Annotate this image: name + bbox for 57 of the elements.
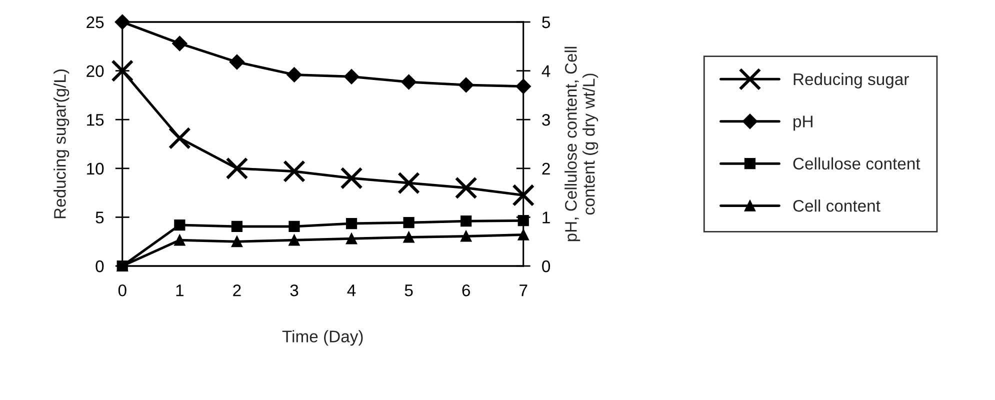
point — [398, 172, 420, 194]
y2-tick-label: 4 — [542, 65, 550, 77]
y2-tick-label: 5 — [542, 16, 550, 28]
y2-tick-label: 2 — [542, 162, 550, 174]
point — [460, 230, 472, 242]
point — [174, 219, 186, 231]
point — [346, 218, 358, 230]
y2-tick-label: 0 — [542, 260, 550, 272]
point — [231, 220, 243, 232]
x-tick-label: 5 — [404, 284, 413, 296]
point — [516, 78, 531, 94]
point — [344, 69, 360, 84]
point — [458, 77, 474, 93]
point — [226, 157, 248, 180]
legend-label: Cell content — [793, 200, 880, 212]
point — [340, 166, 363, 190]
point — [403, 232, 414, 243]
point — [282, 160, 306, 183]
x-tick-label: 0 — [118, 284, 126, 296]
point — [460, 216, 472, 227]
x-tick-label: 4 — [347, 284, 356, 296]
x-tick-label: 6 — [462, 284, 470, 296]
x-tick-label: 2 — [233, 284, 241, 296]
point — [346, 233, 358, 244]
point — [512, 184, 535, 206]
point — [172, 36, 188, 52]
point — [231, 236, 243, 248]
y-tick-label: 25 — [86, 16, 104, 28]
point — [174, 234, 186, 246]
y-tick-label: 15 — [87, 114, 104, 126]
legend-label: Reducing sugar — [794, 72, 909, 88]
y2-tick-label: 3 — [542, 114, 550, 126]
point — [401, 74, 416, 90]
y-tick-label: 10 — [87, 162, 104, 175]
point — [518, 215, 529, 226]
x-tick-label: 3 — [290, 284, 298, 296]
y2-tick-label: 1 — [542, 212, 550, 224]
point — [114, 14, 130, 30]
x-axis-title: Time (Day) — [282, 330, 363, 346]
point — [518, 229, 529, 240]
legend-label: pH — [794, 116, 812, 131]
x-tick-label: 1 — [176, 284, 184, 296]
y-tick-label: 0 — [96, 260, 104, 272]
point — [168, 126, 191, 150]
point — [111, 60, 134, 82]
y-tick-label: 5 — [96, 212, 104, 224]
y2-axis-title: pH, Cellulose content, Cell content (g dry wt/L) — [564, 46, 598, 242]
point — [288, 220, 300, 232]
point — [454, 176, 478, 200]
point — [403, 217, 414, 228]
legend-label: Cellulose content — [793, 157, 920, 170]
point — [286, 67, 302, 82]
point — [288, 234, 300, 246]
y-tick-label: 20 — [86, 65, 104, 78]
x-tick-label: 7 — [520, 284, 528, 296]
point — [229, 54, 245, 70]
y-axis-title: Reducing sugar(g/L) — [54, 70, 70, 218]
